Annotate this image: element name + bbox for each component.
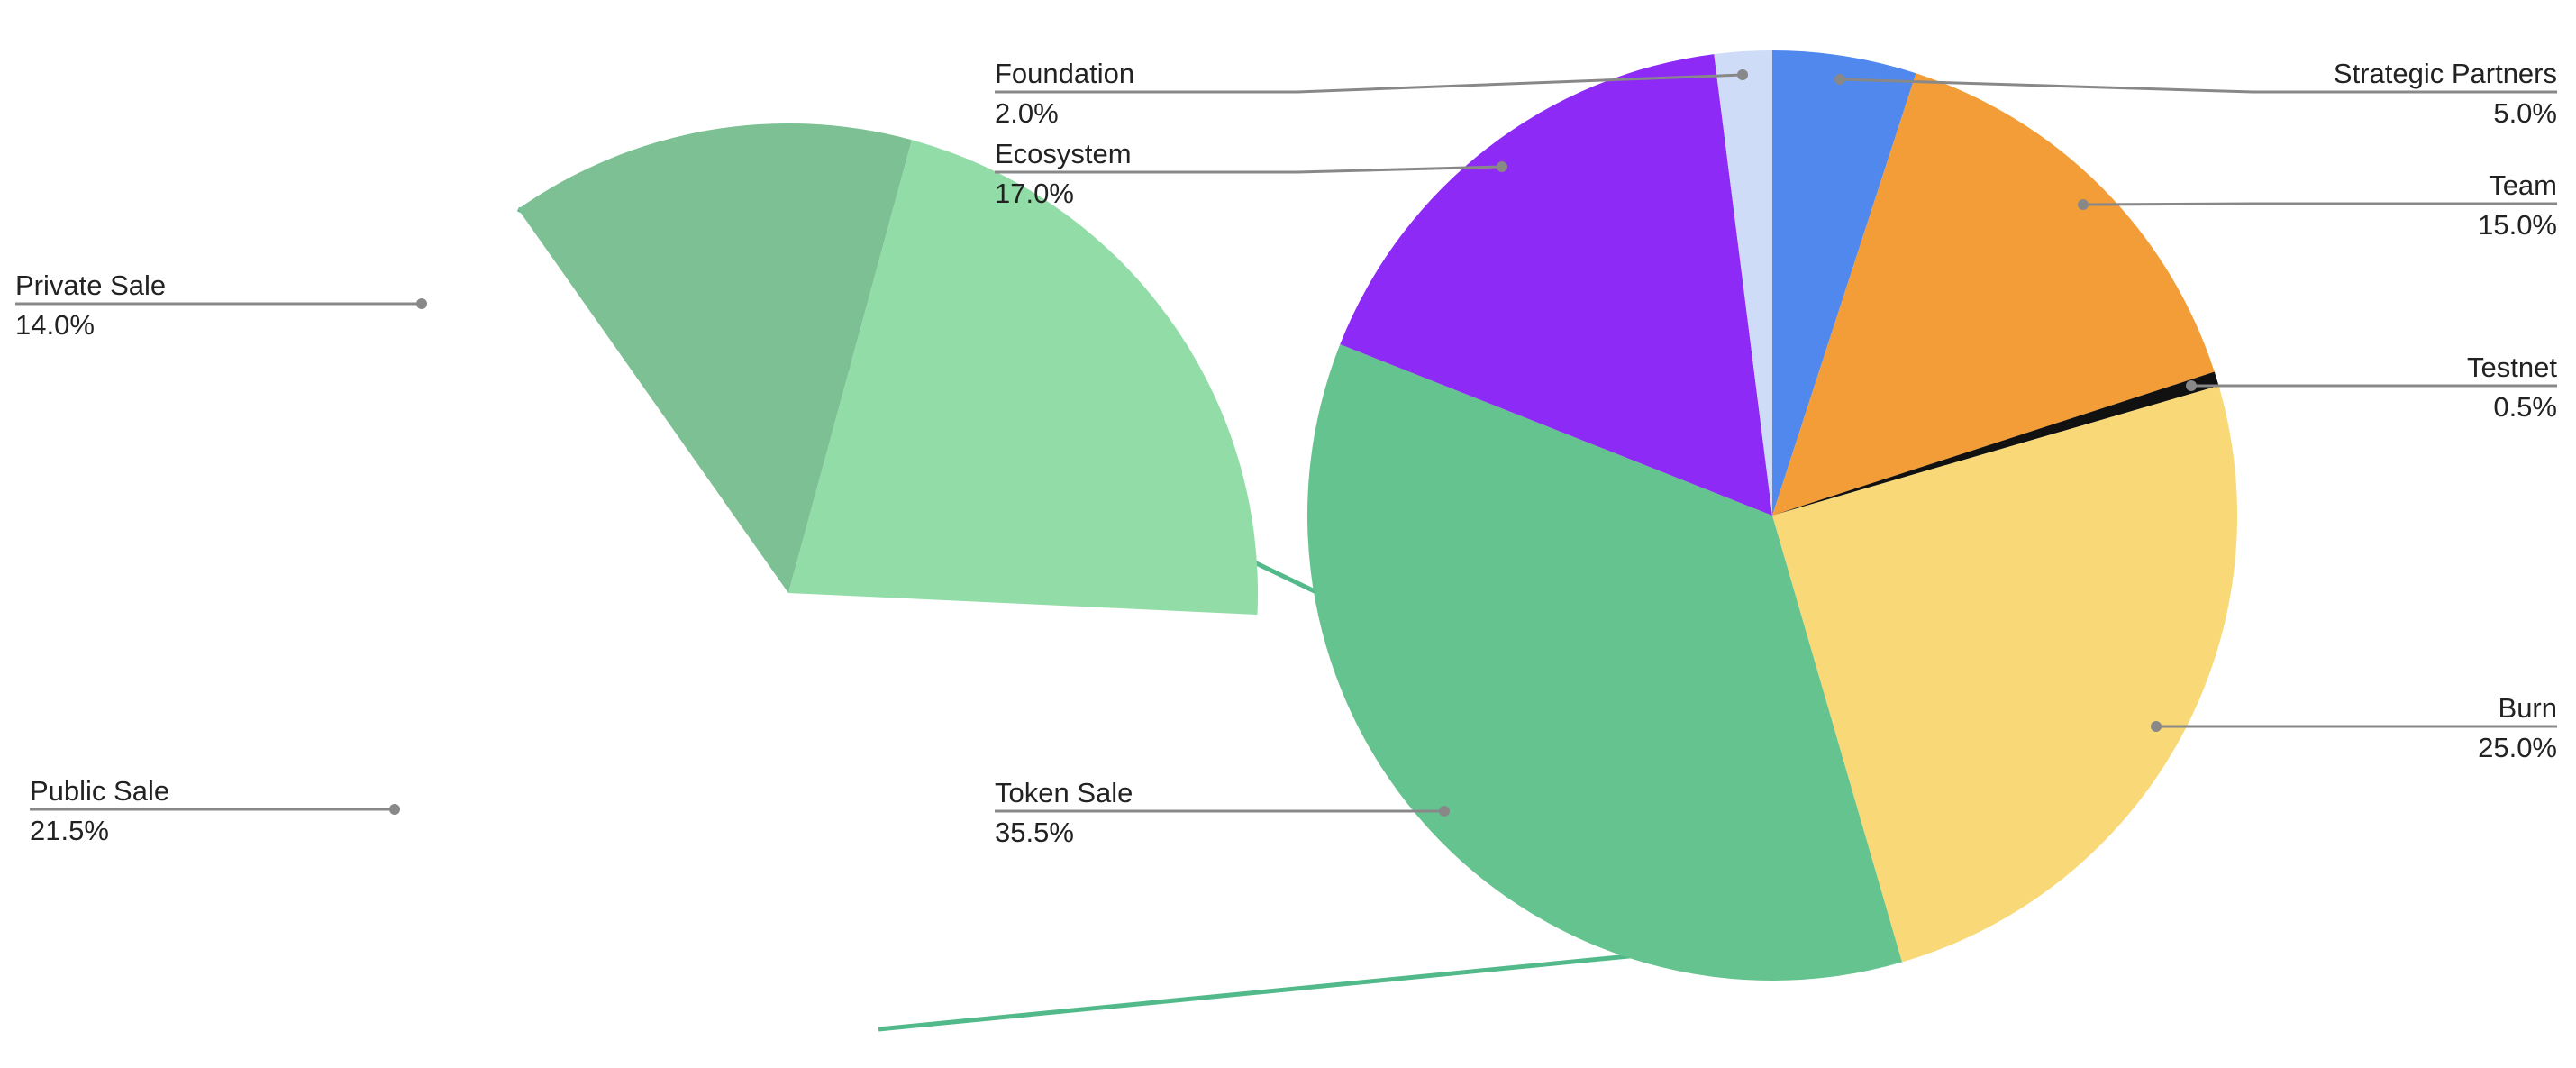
slice-value-foundation: 2.0% — [995, 97, 1059, 129]
breakout-slice-public-sale — [788, 140, 1259, 616]
leader-dot-burn — [2151, 721, 2162, 732]
pie-slice-foundation — [1714, 50, 1772, 516]
slice-value-team: 15.0% — [2478, 209, 2557, 241]
slice-value-ecosystem: 17.0% — [995, 178, 1074, 209]
leader-lines — [15, 69, 2557, 817]
pie-slice-strategic-partners — [1772, 50, 1916, 516]
slice-name-team: Team — [2489, 169, 2557, 201]
leader-line-strategic-partners — [1839, 78, 2557, 94]
slice-name-private-sale: Private Sale — [15, 269, 166, 301]
leader-line-ecosystem — [995, 165, 1503, 174]
leader-dot-token-sale — [1439, 806, 1450, 817]
breakout-slice-private-sale — [518, 123, 913, 593]
pie-slice-testnet — [1772, 371, 2219, 516]
leader-dot-foundation — [1737, 69, 1748, 80]
leader-dot-strategic-partners — [1834, 74, 1845, 85]
slice-value-strategic-partners: 5.0% — [2493, 97, 2557, 129]
slice-value-token-sale: 35.5% — [995, 817, 1074, 848]
slice-name-burn: Burn — [2499, 692, 2557, 724]
pie-slice-token-sale — [1307, 344, 1902, 981]
slice-name-foundation: Foundation — [995, 58, 1134, 89]
pie-slice-ecosystem — [1340, 54, 1772, 516]
leader-dot-private-sale — [416, 298, 427, 309]
slice-name-testnet: Testnet — [2467, 351, 2557, 383]
slice-name-public-sale: Public Sale — [30, 775, 169, 807]
slice-value-public-sale: 21.5% — [30, 815, 109, 846]
slice-name-ecosystem: Ecosystem — [995, 138, 1132, 169]
slice-name-token-sale: Token Sale — [995, 777, 1133, 808]
leader-line-team — [2082, 202, 2557, 206]
leader-dot-testnet — [2186, 380, 2197, 391]
slice-labels: Strategic Partners 5.0% Team 15.0% Testnet 0.… — [15, 58, 2557, 848]
leader-dot-public-sale — [389, 804, 400, 815]
connector-line-bottom — [878, 953, 1639, 1032]
breakout-pie — [518, 123, 1259, 616]
leader-dot-team — [2078, 199, 2089, 210]
leader-line-foundation — [995, 73, 1743, 94]
slice-name-strategic-partners: Strategic Partners — [2334, 58, 2557, 89]
pie-slice-team — [1772, 73, 2215, 516]
slice-value-private-sale: 14.0% — [15, 309, 95, 341]
leader-dot-ecosystem — [1497, 161, 1507, 172]
slice-value-testnet: 0.5% — [2493, 391, 2557, 423]
pie-slice-burn — [1772, 386, 2237, 963]
main-pie — [1307, 50, 2237, 981]
slice-value-burn: 25.0% — [2478, 732, 2557, 763]
